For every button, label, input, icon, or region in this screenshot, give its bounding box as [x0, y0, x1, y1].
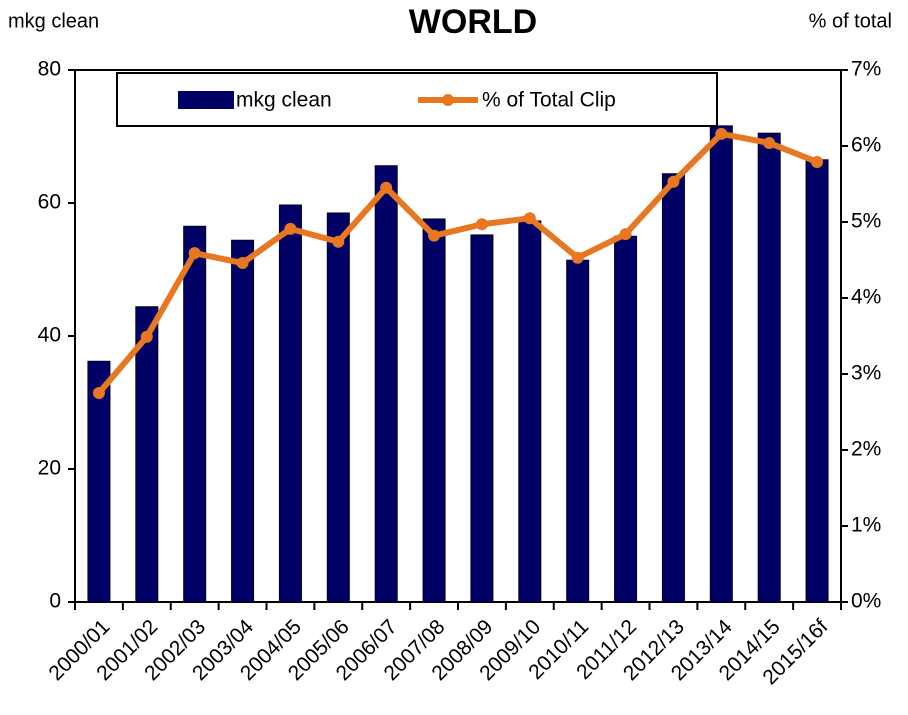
legend-swatch: [178, 91, 234, 109]
y-tick-label: 20: [38, 457, 61, 480]
line-marker: [811, 155, 824, 168]
bar: [422, 218, 446, 603]
y2-tick-label: 4%: [851, 286, 881, 309]
y-tick-label: 60: [38, 191, 61, 214]
legend-label: % of Total Clip: [482, 89, 616, 112]
y2-tick-label: 1%: [851, 514, 881, 537]
y-axis-title: mkg clean: [8, 10, 99, 32]
line-marker: [667, 175, 680, 188]
bar: [518, 220, 542, 603]
line-marker: [523, 212, 536, 225]
line-marker: [571, 251, 584, 264]
bar: [709, 125, 733, 603]
bar: [183, 225, 207, 603]
y2-tick-label: 7%: [851, 58, 881, 81]
legend-label: mkg clean: [236, 89, 332, 112]
line-marker: [475, 218, 488, 231]
line-marker: [619, 228, 632, 241]
bar: [374, 165, 398, 603]
line: [96, 130, 819, 395]
bar: [135, 306, 159, 603]
bar: [326, 212, 350, 603]
bar: [278, 204, 302, 603]
y2-tick-label: 6%: [851, 134, 881, 157]
bar: [231, 239, 255, 603]
y2-axis-title: % of total: [809, 10, 892, 32]
bar: [661, 173, 685, 603]
line-marker: [763, 136, 776, 149]
bar: [87, 360, 111, 603]
line-marker: [188, 247, 201, 260]
y2-tick-label: 0%: [851, 590, 881, 613]
y2-tick-label: 5%: [851, 210, 881, 233]
y2-tick-label: 3%: [851, 362, 881, 385]
bar: [566, 259, 590, 603]
line-marker: [140, 330, 153, 343]
y-tick-label: 0: [49, 590, 61, 613]
line-marker: [92, 387, 105, 399]
line-marker: [236, 257, 249, 270]
bar: [757, 132, 781, 603]
y-tick-label: 40: [38, 324, 61, 347]
bar: [470, 234, 494, 603]
line-marker: [380, 181, 393, 194]
bar: [805, 159, 829, 603]
line-marker: [428, 229, 441, 242]
line-marker: [715, 127, 728, 140]
line-marker: [332, 235, 345, 248]
line-marker: [284, 222, 297, 235]
legend-marker: [442, 94, 454, 106]
chart-title: WORLD: [409, 3, 537, 41]
y2-tick-label: 2%: [851, 438, 881, 461]
y-tick-label: 80: [38, 58, 61, 81]
bar: [614, 235, 638, 603]
